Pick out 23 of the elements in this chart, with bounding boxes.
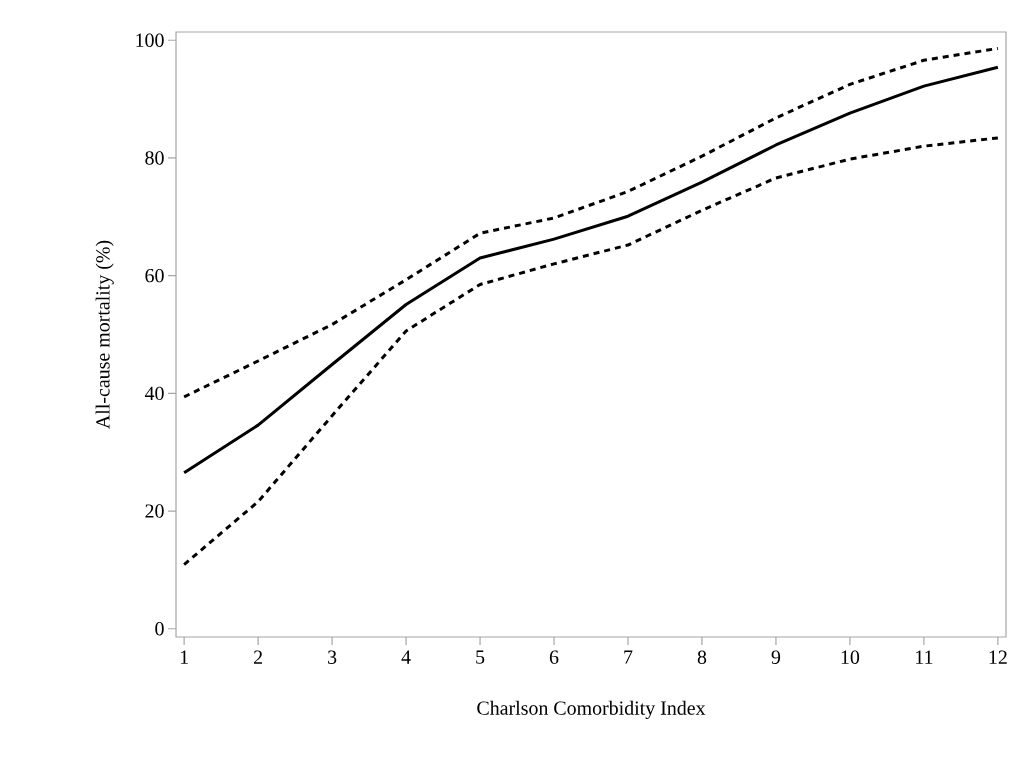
x-tick-label: 12 <box>989 650 1007 664</box>
x-tick-label: 8 <box>697 650 707 664</box>
y-tick-label: 20 <box>145 504 164 518</box>
line-series <box>182 136 1000 567</box>
line-series <box>182 65 1000 475</box>
line-series <box>182 46 1000 399</box>
x-tick-label: 5 <box>476 650 485 664</box>
x-tick-label: 10 <box>841 650 860 664</box>
x-tick-label: 1 <box>180 650 188 664</box>
x-tick-label: 2 <box>254 650 262 664</box>
y-tick-label: 0 <box>155 622 164 636</box>
x-tick-label: 6 <box>549 650 559 664</box>
x-axis-title: Charlson Comorbidity Index <box>477 700 706 719</box>
y-tick-label: 100 <box>136 33 164 47</box>
y-tick-label: 40 <box>144 386 164 401</box>
y-axis-title: All-cause mortality (%) <box>95 240 114 429</box>
x-tick-label: 11 <box>916 650 933 664</box>
y-tick-label: 60 <box>145 268 164 283</box>
x-tick-label: 7 <box>624 650 633 664</box>
y-tick-label: 80 <box>145 151 164 165</box>
x-tick-label: 9 <box>771 650 781 664</box>
x-tick-label: 4 <box>401 650 411 664</box>
x-tick-label: 3 <box>328 650 337 664</box>
